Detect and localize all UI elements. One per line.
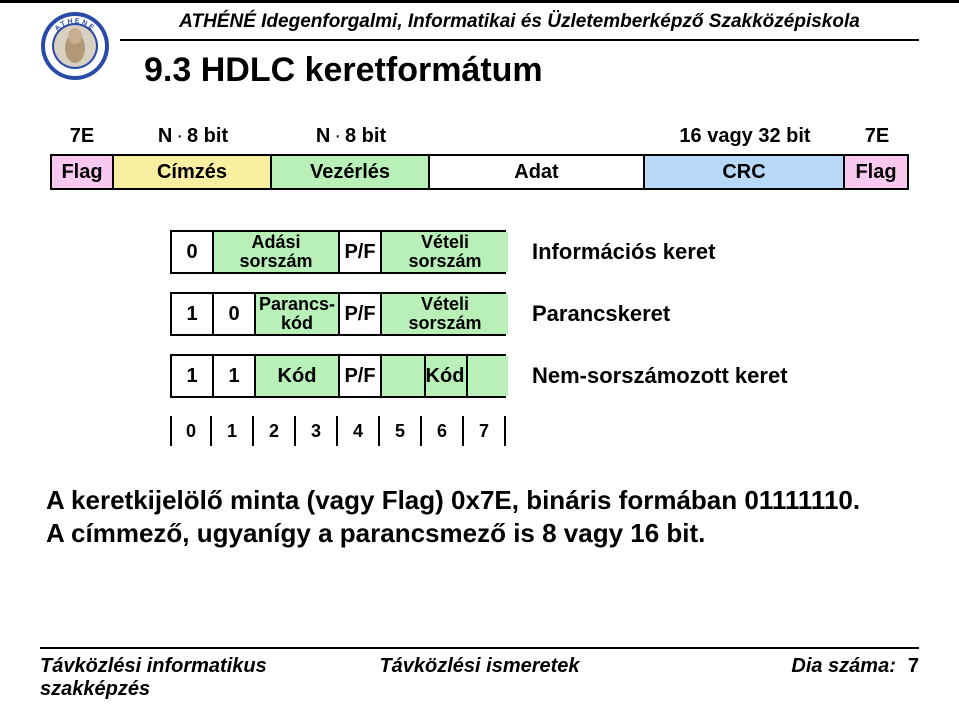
cmd-frame-label: Parancskeret	[532, 301, 670, 327]
frame-size-flag1: 7E	[50, 118, 114, 154]
bit0: 0	[172, 232, 214, 272]
pf: P/F	[340, 232, 382, 272]
frame-size-data	[430, 118, 645, 154]
footer-right: Dia száma: 7	[626, 655, 919, 701]
slide-page: ATHENE ATHÉNÉ Idegenforgalmi, Informatik…	[0, 0, 959, 719]
slide-number: 7	[908, 655, 919, 678]
control-byte-tables: 0 Adási sorszám P/F Vételi sorszám Infor…	[170, 230, 919, 446]
n-suffix: 8 bit	[187, 125, 228, 148]
tick-7: 7	[464, 416, 506, 446]
description-text: A keretkijelölő minta (vagy Flag) 0x7E, …	[40, 484, 919, 549]
frame-size-flag2: 7E	[845, 118, 909, 154]
footer-rule	[40, 647, 919, 649]
bit1: 1	[214, 356, 256, 396]
tick-0: 0	[170, 416, 212, 446]
frame-size-addr: N·8 bit	[114, 118, 272, 154]
frame-row-sizes: 7E N·8 bit N·8 bit 16 vagy 32 bit 7E	[50, 118, 909, 154]
cmd-code: Parancs- kód	[256, 294, 340, 334]
frame-data: Adat	[430, 154, 645, 190]
school-logo: ATHENE	[40, 11, 110, 81]
bit-ruler: 0 1 2 3 4 5 6 7	[170, 416, 919, 446]
info-frame-label: Információs keret	[532, 239, 715, 265]
frame-ctrl: Vezérlés	[272, 154, 430, 190]
recv-seq: Vételi sorszám	[382, 232, 508, 272]
tick-6: 6	[422, 416, 464, 446]
n-prefix: N	[316, 125, 330, 148]
tick-3: 3	[296, 416, 338, 446]
sentence-line2: A címmező, ugyanígy a parancsmező is 8 v…	[46, 517, 913, 550]
unnumbered-frame-label: Nem-sorszámozott keret	[532, 363, 788, 389]
split1	[424, 356, 426, 396]
page-title: 9.3 HDLC keretformátum	[144, 51, 919, 90]
cmd-frame-row: 1 0 Parancs- kód P/F Vételi sorszám Para…	[170, 292, 919, 336]
footer-left: Távközlési informatikus szakképzés	[40, 655, 333, 701]
bit1: 0	[214, 294, 256, 334]
l1: Parancs-	[259, 295, 335, 314]
logo-svg: ATHENE	[40, 11, 110, 81]
recv-seq: Vételi sorszám	[382, 294, 508, 334]
frame-flag2: Flag	[845, 154, 909, 190]
frame-size-crc: 16 vagy 32 bit	[645, 118, 845, 154]
dot-icon: ·	[176, 125, 183, 148]
frame-table: 7E N·8 bit N·8 bit 16 vagy 32 bit 7E Fla…	[50, 118, 909, 190]
school-name: ATHÉNÉ Idegenforgalmi, Informatikai és Ü…	[179, 11, 860, 32]
frame-flag1: Flag	[50, 154, 114, 190]
footer: Távközlési informatikus szakképzés Távkö…	[40, 647, 919, 701]
cmd-frame-cells: 1 0 Parancs- kód P/F Vételi sorszám	[170, 292, 506, 336]
l2: kód	[281, 314, 313, 333]
n-suffix: 8 bit	[345, 125, 386, 148]
l1: Vételi	[421, 233, 469, 252]
n-prefix: N	[158, 125, 172, 148]
info-frame-cells: 0 Adási sorszám P/F Vételi sorszám	[170, 230, 506, 274]
info-frame-row: 0 Adási sorszám P/F Vételi sorszám Infor…	[170, 230, 919, 274]
footer-center: Távközlési ismeretek	[333, 655, 626, 701]
frame-crc: CRC	[645, 154, 845, 190]
footer-row: Távközlési informatikus szakképzés Távkö…	[40, 655, 919, 701]
l2: sorszám	[408, 252, 481, 271]
code1: Kód	[256, 356, 340, 396]
tick-2: 2	[254, 416, 296, 446]
frame-size-ctrl: N·8 bit	[272, 118, 430, 154]
l2: sorszám	[239, 252, 312, 271]
bit0: 1	[172, 294, 214, 334]
code2: Kód	[382, 356, 508, 396]
tick-1: 1	[212, 416, 254, 446]
tick-5: 5	[380, 416, 422, 446]
dot-icon: ·	[334, 125, 341, 148]
unnumbered-frame-cells: 1 1 Kód P/F Kód	[170, 354, 506, 398]
header-rule	[120, 39, 919, 41]
slide-label: Dia száma:	[791, 655, 896, 678]
send-seq: Adási sorszám	[214, 232, 340, 272]
l2: sorszám	[408, 314, 481, 333]
pf: P/F	[340, 356, 382, 396]
unnumbered-frame-row: 1 1 Kód P/F Kód Nem-sorszámozott keret	[170, 354, 919, 398]
split2	[466, 356, 468, 396]
code2-text: Kód	[426, 365, 465, 388]
sentence-line1: A keretkijelölő minta (vagy Flag) 0x7E, …	[46, 484, 913, 517]
pf: P/F	[340, 294, 382, 334]
l1: Adási	[251, 233, 300, 252]
frame-addr: Címzés	[114, 154, 272, 190]
header-text: ATHÉNÉ Idegenforgalmi, Informatikai és Ü…	[120, 11, 919, 118]
frame-row-labels: Flag Címzés Vezérlés Adat CRC Flag	[50, 154, 909, 190]
header: ATHENE ATHÉNÉ Idegenforgalmi, Informatik…	[40, 3, 919, 118]
bit0: 1	[172, 356, 214, 396]
l1: Vételi	[421, 295, 469, 314]
tick-4: 4	[338, 416, 380, 446]
